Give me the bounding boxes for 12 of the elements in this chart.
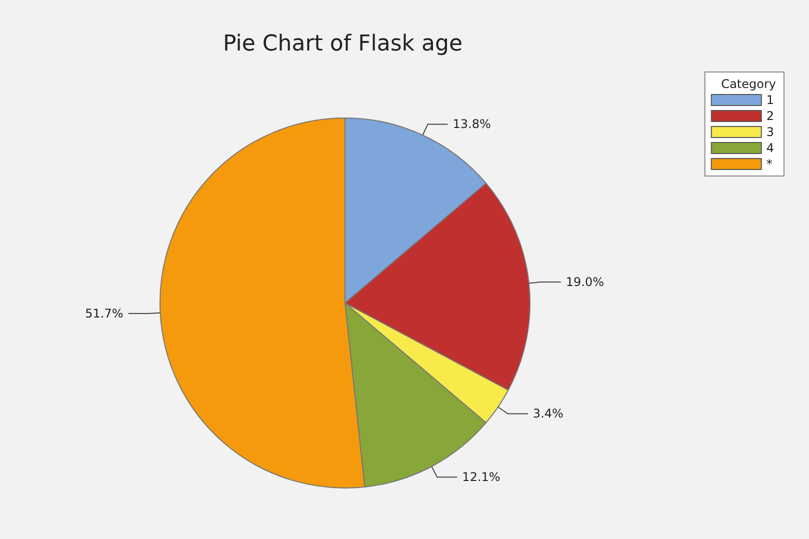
legend-label: 3 bbox=[766, 125, 774, 139]
chart-title: Pie Chart of Flask age bbox=[223, 32, 462, 56]
legend-label: 1 bbox=[766, 93, 774, 107]
legend-label: * bbox=[766, 157, 772, 171]
data-label: 3.4% bbox=[532, 406, 564, 421]
data-label: 12.1% bbox=[462, 470, 500, 484]
data-label: 51.7% bbox=[85, 306, 124, 321]
legend-title: Category bbox=[721, 77, 776, 91]
data-label: 13.8% bbox=[452, 117, 491, 132]
data-label: 19.0% bbox=[566, 275, 604, 289]
legend-label: 4 bbox=[766, 141, 774, 155]
legend-label: 2 bbox=[766, 109, 774, 123]
